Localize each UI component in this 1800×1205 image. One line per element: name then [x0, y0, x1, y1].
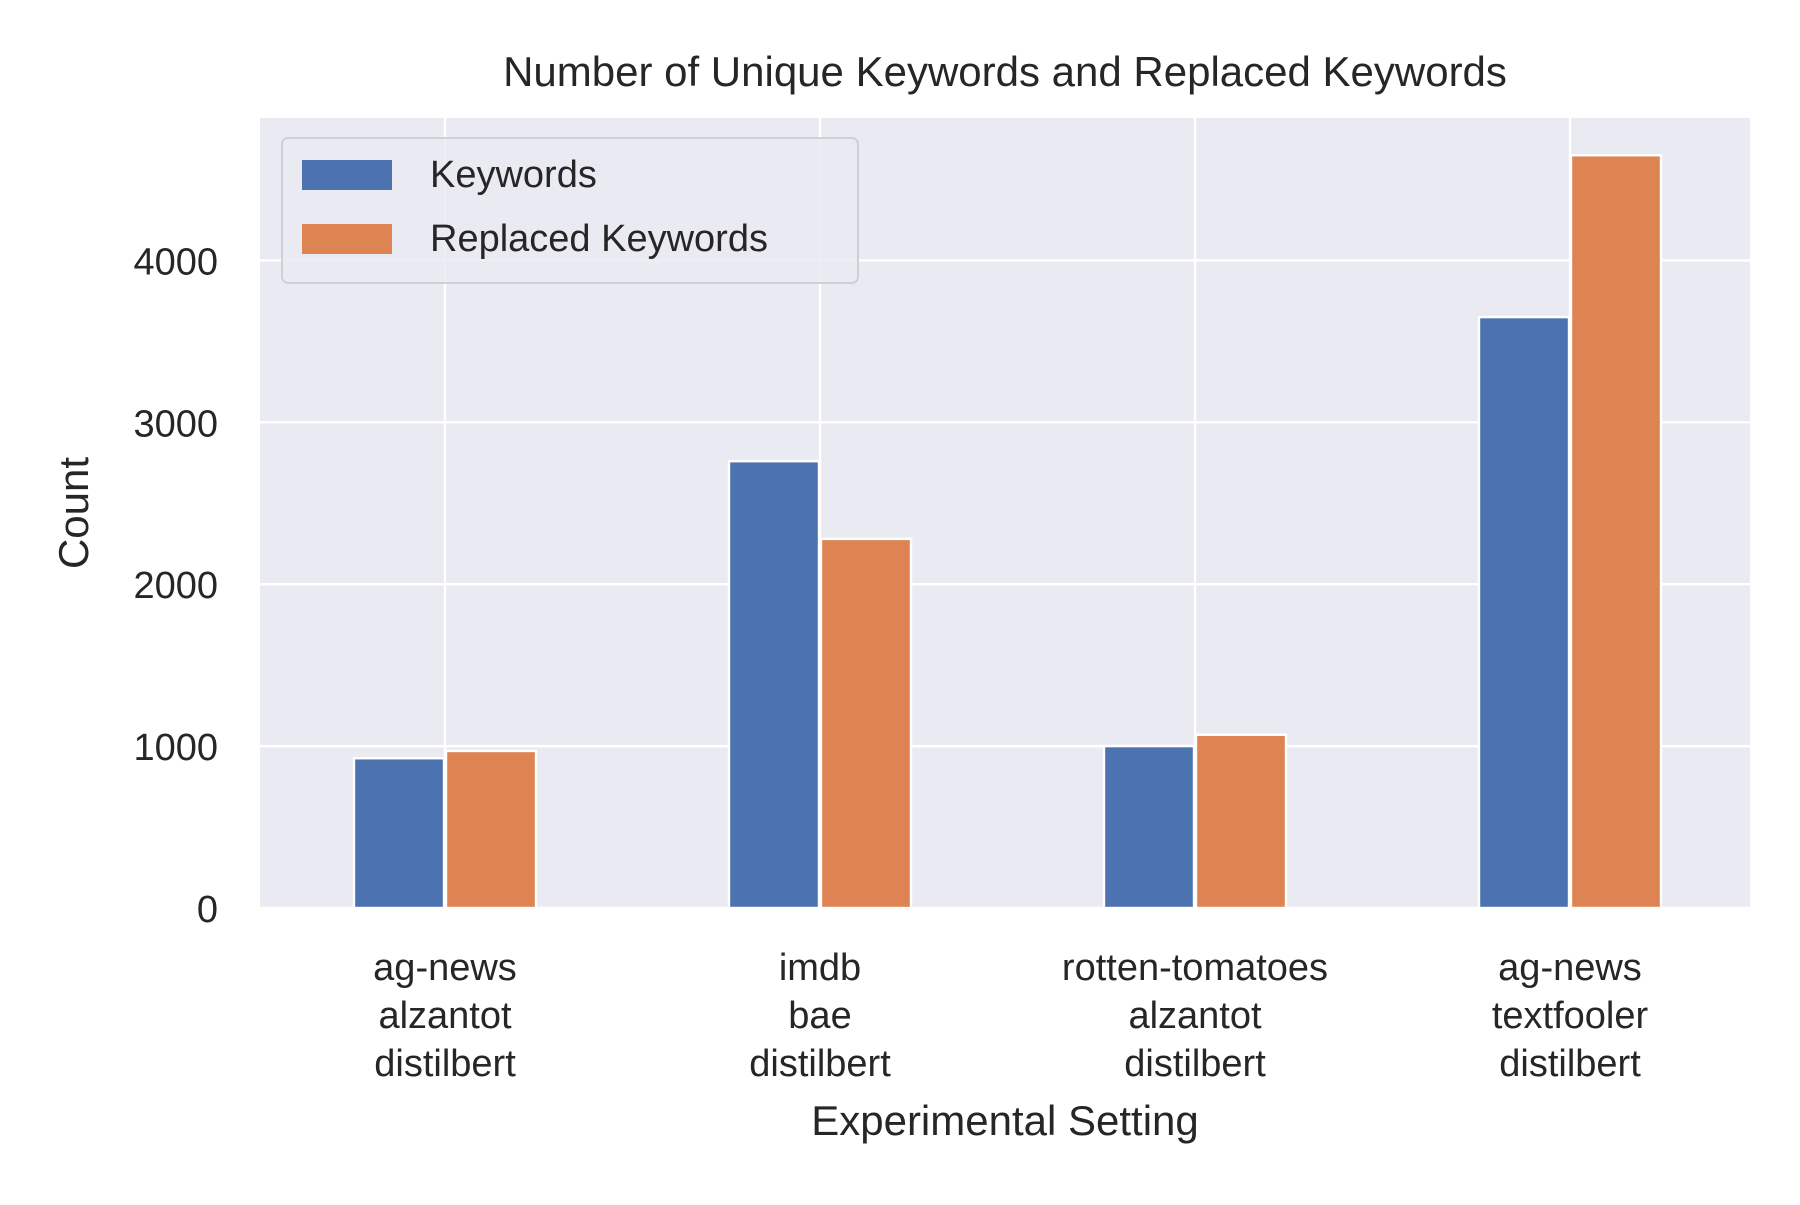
x-tick-label: distilbert — [1499, 1043, 1641, 1085]
bar-replaced-keywords-2 — [1194, 733, 1288, 910]
x-tick-label: imdb — [779, 947, 861, 989]
y-tick-label: 4000 — [133, 241, 218, 283]
legend-label-0: Keywords — [430, 154, 597, 196]
x-tick-label: distilbert — [1124, 1043, 1266, 1085]
x-tick-label: distilbert — [374, 1043, 516, 1085]
bar-keywords-1 — [727, 459, 821, 910]
y-tick-label: 0 — [197, 889, 218, 931]
chart-title: Number of Unique Keywords and Replaced K… — [503, 48, 1507, 95]
bar-replaced-keywords-1 — [819, 537, 913, 910]
x-tick-label: distilbert — [749, 1043, 891, 1085]
x-tick-label: bae — [788, 995, 851, 1037]
x-axis-label: Experimental Setting — [811, 1097, 1199, 1144]
legend-swatch-1 — [302, 224, 392, 254]
legend-label-1: Replaced Keywords — [430, 218, 768, 260]
x-axis-ticks: ag-news alzantot distilbert imdb bae distilbe… — [373, 947, 1648, 1085]
x-tick-label: alzantot — [378, 995, 512, 1037]
bar-replaced-keywords-3 — [1569, 154, 1663, 910]
bar-replaced-keywords-0 — [444, 749, 538, 910]
y-tick-label: 3000 — [133, 403, 218, 445]
bar-keywords-2 — [1102, 744, 1196, 910]
x-tick-label: ag-news — [1498, 947, 1642, 989]
x-tick-label: textfooler — [1492, 995, 1649, 1037]
y-tick-label: 1000 — [133, 727, 218, 769]
x-tick-label: alzantot — [1128, 995, 1262, 1037]
x-tick-label: rotten-tomatoes — [1062, 947, 1328, 989]
y-axis-ticks: 0 1000 2000 3000 4000 — [133, 241, 218, 931]
bar-keywords-0 — [352, 757, 446, 910]
y-tick-label: 2000 — [133, 565, 218, 607]
y-axis-label: Count — [50, 457, 97, 569]
legend: Keywords Replaced Keywords — [281, 137, 859, 284]
bars — [352, 154, 1663, 910]
x-tick-label: ag-news — [373, 947, 517, 989]
legend-box — [281, 137, 859, 284]
bar-keywords-3 — [1477, 315, 1571, 910]
legend-swatch-0 — [302, 160, 392, 190]
